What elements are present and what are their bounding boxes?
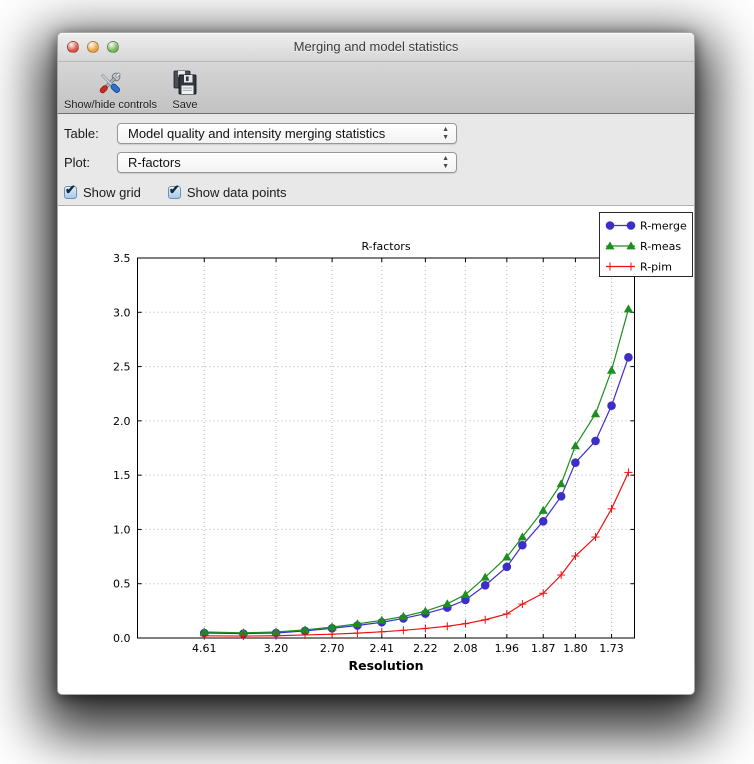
axis-ticks xyxy=(137,257,635,639)
tick-labels: 4.61 3.20 2.70 2.41 2.22 2.08 1.96 1.87 1.80 1.73… xyxy=(113,252,624,655)
legend-label: R-merge xyxy=(640,220,687,233)
r-factors-chart: 4.61 3.20 2.70 2.41 2.22 2.08 1.96 1.87 1.80 1.73… xyxy=(113,212,693,673)
app-window: Merging and model statistics xyxy=(57,32,695,695)
show-hide-controls-button[interactable]: Show/hide controls xyxy=(64,68,157,111)
traffic-lights xyxy=(67,41,119,53)
svg-text:2.5: 2.5 xyxy=(113,361,131,374)
zoom-button[interactable] xyxy=(107,41,119,53)
svg-text:3.5: 3.5 xyxy=(113,252,131,265)
minimize-button[interactable] xyxy=(87,41,99,53)
svg-text:3.0: 3.0 xyxy=(113,306,131,319)
titlebar[interactable]: Merging and model statistics xyxy=(58,33,694,62)
svg-text:1.5: 1.5 xyxy=(113,469,131,482)
plot-dropdown-value: R-factors xyxy=(128,154,181,170)
legend-label: R-pim xyxy=(640,261,672,274)
legend-label: R-meas xyxy=(640,240,681,253)
svg-text:2.70: 2.70 xyxy=(320,642,345,655)
svg-text:0.5: 0.5 xyxy=(113,578,131,591)
plot-figure: 4.61 3.20 2.70 2.41 2.22 2.08 1.96 1.87 1.80 1.73… xyxy=(58,206,694,694)
show-grid-checkbox[interactable]: Show grid xyxy=(64,182,141,200)
svg-text:2.08: 2.08 xyxy=(453,642,478,655)
svg-text:1.80: 1.80 xyxy=(563,642,588,655)
save-button[interactable]: Save xyxy=(171,68,199,111)
stepper-arrows-icon: ▲ ▼ xyxy=(442,125,449,141)
show-data-points-checkbox[interactable]: Show data points xyxy=(167,182,287,200)
checkbox-label: Show grid xyxy=(83,184,141,200)
legend: R-merge R-meas R-pim xyxy=(599,212,693,277)
stepper-arrows-icon: ▲ ▼ xyxy=(442,154,449,170)
series-R-pim xyxy=(200,468,633,641)
svg-text:1.87: 1.87 xyxy=(531,642,556,655)
close-button[interactable] xyxy=(67,41,79,53)
plot-dropdown[interactable]: R-factors ▲ ▼ xyxy=(117,151,457,173)
tools-icon xyxy=(100,72,122,94)
checkbox-label: Show data points xyxy=(186,184,287,200)
toolbar-item-label: Save xyxy=(172,99,198,111)
table-label: Table: xyxy=(64,125,99,141)
save-icon xyxy=(173,70,197,95)
svg-text:4.61: 4.61 xyxy=(192,642,217,655)
table-dropdown-value: Model quality and intensity merging stat… xyxy=(128,125,386,141)
svg-text:1.73: 1.73 xyxy=(599,642,624,655)
chart-title: R-factors xyxy=(361,240,410,253)
x-axis-label: Resolution xyxy=(348,658,423,673)
grid-lines xyxy=(137,258,635,638)
controls-panel: Table: Model quality and intensity mergi… xyxy=(58,114,694,206)
svg-text:3.20: 3.20 xyxy=(264,642,289,655)
toolbar: Show/hide controls Save xyxy=(58,62,694,114)
svg-text:2.0: 2.0 xyxy=(113,415,131,428)
checkbox-checked-icon xyxy=(167,182,181,199)
svg-text:2.22: 2.22 xyxy=(413,642,438,655)
svg-text:0.0: 0.0 xyxy=(113,632,131,645)
window-title: Merging and model statistics xyxy=(293,39,459,54)
svg-text:1.96: 1.96 xyxy=(495,642,519,655)
plot-label: Plot: xyxy=(64,154,91,170)
svg-text:2.41: 2.41 xyxy=(370,642,395,655)
series-R-merge xyxy=(199,353,633,638)
svg-text:1.0: 1.0 xyxy=(113,523,131,536)
series-R-meas xyxy=(199,304,634,637)
checkbox-checked-icon xyxy=(64,182,77,199)
axes-frame xyxy=(137,257,635,639)
table-dropdown[interactable]: Model quality and intensity merging stat… xyxy=(117,122,457,144)
toolbar-item-label: Show/hide controls xyxy=(64,99,157,111)
